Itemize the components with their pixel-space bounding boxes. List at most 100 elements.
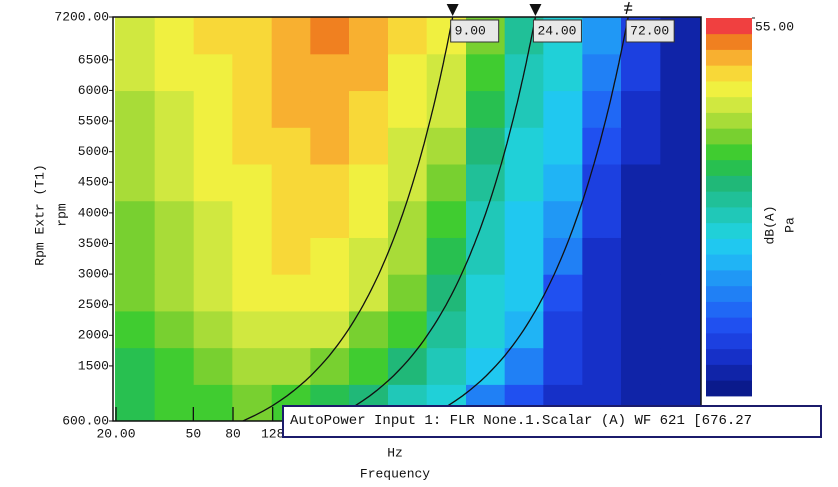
order-label: 24.00 bbox=[537, 23, 576, 38]
heatmap-cell bbox=[660, 237, 701, 275]
heatmap-cell bbox=[582, 200, 622, 238]
heatmap-cell bbox=[543, 200, 583, 238]
heatmap-cell bbox=[310, 90, 350, 128]
heatmap-cell bbox=[504, 127, 544, 165]
heatmap-cell bbox=[621, 90, 661, 128]
heatmap-cell bbox=[310, 127, 350, 165]
colorbar-band bbox=[706, 49, 752, 66]
heatmap-cell bbox=[388, 237, 428, 275]
heatmap-cell bbox=[543, 347, 583, 385]
heatmap-cell bbox=[154, 127, 195, 165]
heatmap-cell bbox=[115, 200, 156, 238]
y-tick-label: 7200.00 bbox=[54, 9, 109, 24]
heatmap-cell bbox=[543, 310, 583, 349]
colorbar-band bbox=[706, 380, 752, 397]
heatmap-cell bbox=[349, 347, 389, 385]
heatmap-cell bbox=[466, 310, 506, 349]
order-label: 72.00 bbox=[630, 23, 669, 38]
heatmap-cell bbox=[193, 53, 233, 92]
x-tick-label: 128 bbox=[261, 426, 284, 441]
colorbar: 55.00 bbox=[706, 17, 794, 397]
x-tick-label: 80 bbox=[225, 426, 241, 441]
heatmap-cell bbox=[388, 53, 428, 92]
heatmap-cell bbox=[232, 384, 273, 421]
heatmap-cell bbox=[115, 310, 156, 349]
heatmap-cell bbox=[154, 347, 195, 385]
heatmap-cell bbox=[232, 53, 273, 92]
heatmap-cell bbox=[232, 163, 273, 202]
heatmap-cell bbox=[310, 274, 350, 312]
y-tick-label: 2000 bbox=[78, 328, 109, 343]
heatmap-cell bbox=[154, 90, 195, 128]
heatmap-cell bbox=[232, 127, 273, 165]
heatmap-cell bbox=[660, 90, 701, 128]
colorbar-band bbox=[706, 222, 752, 239]
y-tick-label: 4500 bbox=[78, 175, 109, 190]
heatmap-cell bbox=[154, 200, 195, 238]
heatmap-cell bbox=[232, 310, 273, 349]
heatmap-cell bbox=[271, 200, 311, 238]
y-tick-label: 6500 bbox=[78, 52, 109, 67]
colorbar-band bbox=[706, 285, 752, 302]
colorbar-title: dB(A) bbox=[762, 205, 777, 244]
heatmap-cell bbox=[193, 274, 233, 312]
heatmap-cell bbox=[349, 310, 389, 349]
heatmap-cell bbox=[621, 274, 661, 312]
heatmap-cell bbox=[349, 163, 389, 202]
colorbar-band bbox=[706, 144, 752, 161]
heatmap-cell bbox=[660, 53, 701, 92]
order-label-box bbox=[625, 19, 675, 43]
heatmap-cell bbox=[193, 384, 233, 421]
heatmap-cell bbox=[349, 90, 389, 128]
heatmap-cell bbox=[466, 274, 506, 312]
heatmap-cell bbox=[582, 347, 622, 385]
heatmap-cell bbox=[388, 17, 428, 55]
colorbar-band bbox=[706, 112, 752, 129]
colorbar-band bbox=[706, 18, 752, 35]
heatmap-cell bbox=[115, 274, 156, 312]
heatmap-cell bbox=[115, 90, 156, 128]
colorbar-band bbox=[706, 81, 752, 98]
colorbar-band bbox=[706, 348, 752, 365]
heatmap-cell bbox=[154, 163, 195, 202]
heatmap-cell bbox=[660, 163, 701, 202]
heatmap-cell bbox=[154, 53, 195, 92]
heatmap-cell bbox=[660, 274, 701, 312]
heatmap-cell bbox=[660, 347, 701, 385]
heatmap-cell bbox=[388, 310, 428, 349]
colorbar-band bbox=[706, 128, 752, 145]
heatmap-cell bbox=[271, 163, 311, 202]
heatmap-cell bbox=[154, 384, 195, 421]
colorbar-band bbox=[706, 159, 752, 176]
heatmap-cell bbox=[660, 310, 701, 349]
heatmap-cell bbox=[621, 200, 661, 238]
colorbar-band bbox=[706, 317, 752, 334]
heatmap-cell bbox=[193, 237, 233, 275]
colorbar-band bbox=[706, 33, 752, 50]
order-label-box bbox=[450, 19, 500, 43]
tooltip: AutoPower Input 1: FLR None.1.Scalar (A)… bbox=[282, 405, 822, 438]
heatmap-cell bbox=[504, 200, 544, 238]
y-tick-label: 3500 bbox=[78, 236, 109, 251]
heatmap-cell bbox=[349, 127, 389, 165]
order-lines bbox=[242, 17, 629, 421]
heatmap-cell bbox=[504, 347, 544, 385]
heatmap-cell bbox=[193, 347, 233, 385]
y-tick-label: 600.00 bbox=[62, 413, 109, 428]
heatmap-cell bbox=[115, 347, 156, 385]
heatmap-cell bbox=[543, 127, 583, 165]
cursor-marker bbox=[446, 4, 459, 16]
colorbar-band bbox=[706, 191, 752, 208]
y-tick-label: 3000 bbox=[78, 267, 109, 282]
heatmap-cell bbox=[310, 237, 350, 275]
heatmap-cell bbox=[349, 200, 389, 238]
heatmap-cell bbox=[621, 237, 661, 275]
heatmap-cell bbox=[271, 310, 311, 349]
heatmap-cell bbox=[426, 347, 467, 385]
heatmap-cell bbox=[193, 200, 233, 238]
heatmap-cell bbox=[310, 310, 350, 349]
heatmap-cell bbox=[232, 274, 273, 312]
heatmap-cell bbox=[271, 53, 311, 92]
heatmap-cell bbox=[621, 53, 661, 92]
y-tick-label: 4000 bbox=[78, 205, 109, 220]
